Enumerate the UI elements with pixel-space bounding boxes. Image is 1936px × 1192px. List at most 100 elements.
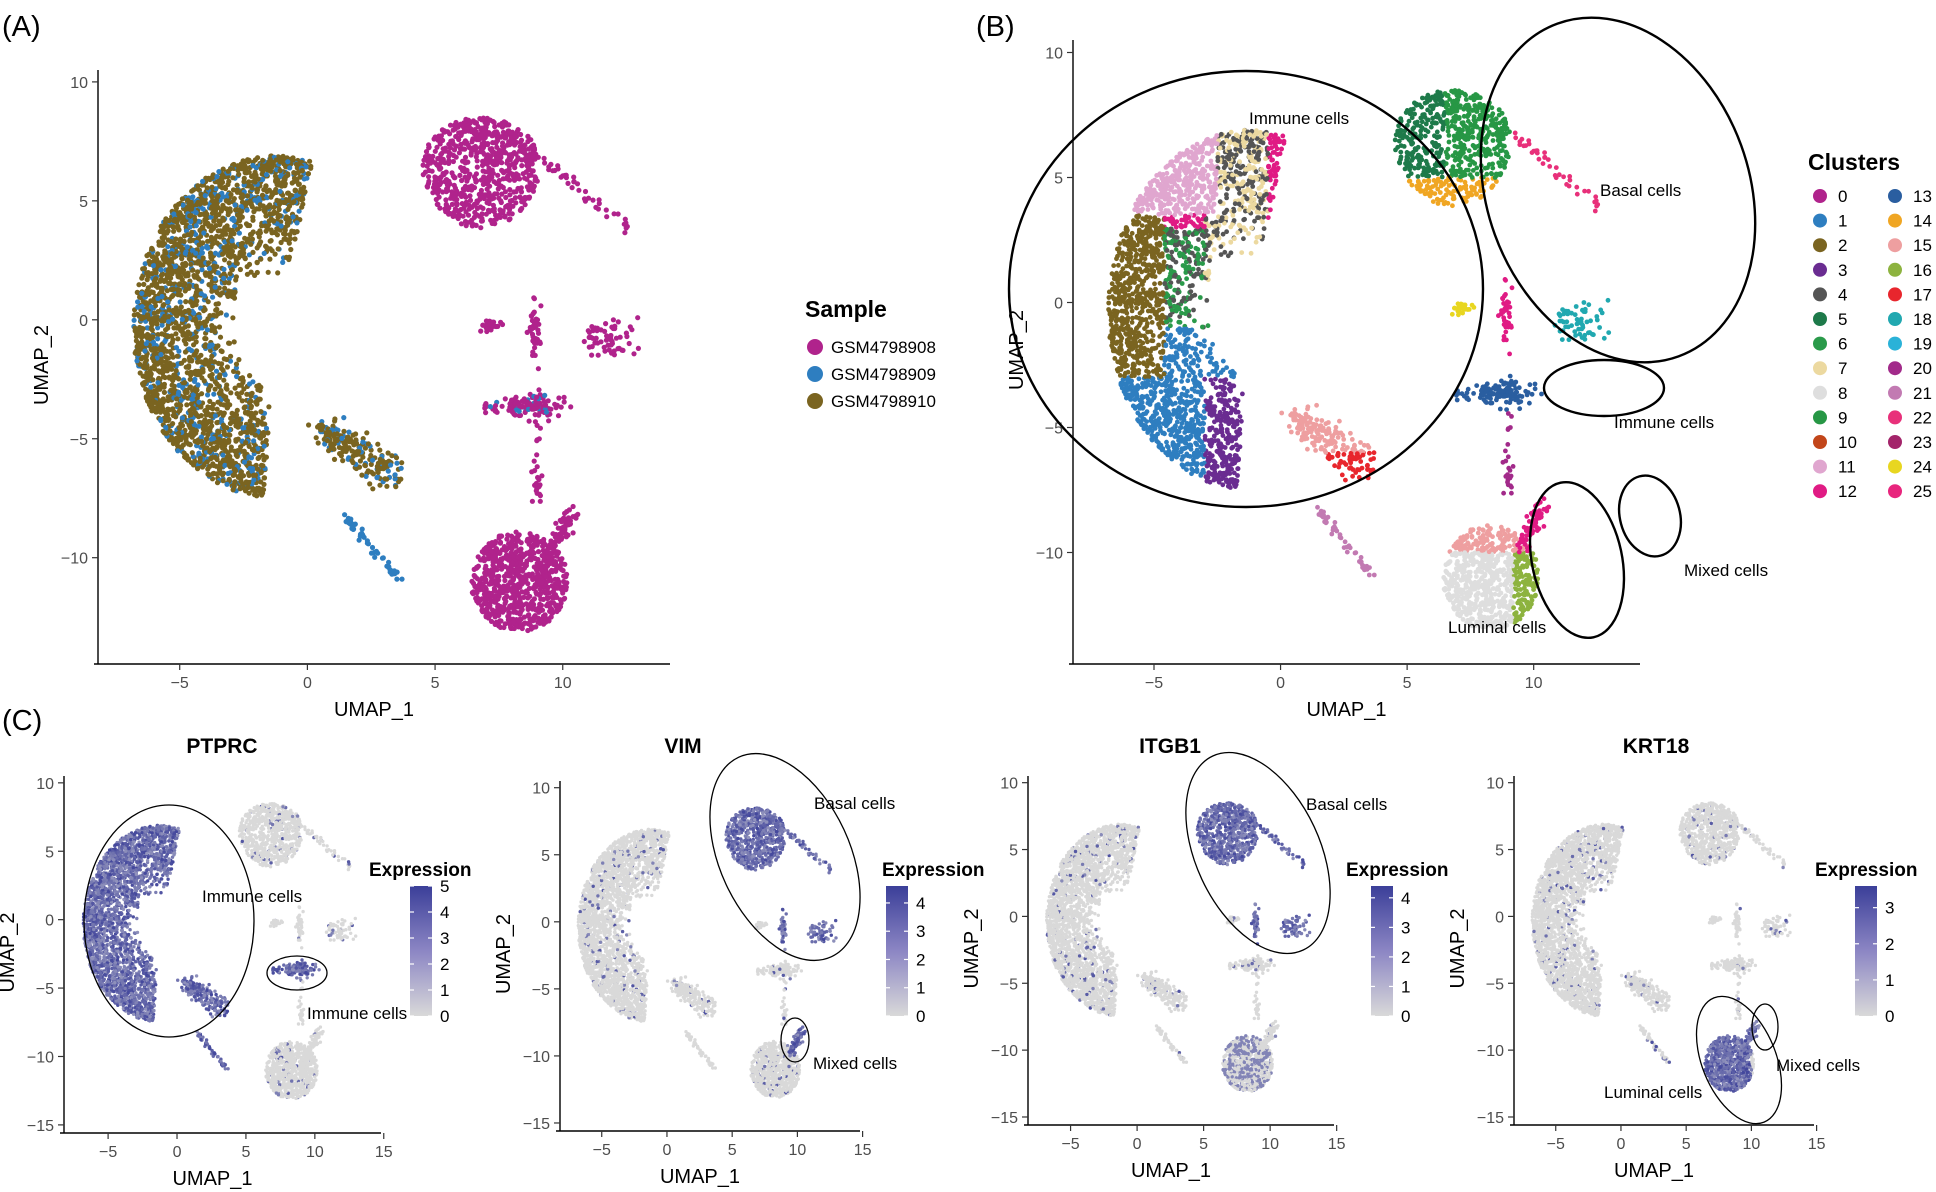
- cell-point: [384, 483, 390, 489]
- cell-point: [535, 366, 542, 372]
- cell-point: [220, 422, 227, 428]
- cell-point: [490, 555, 496, 561]
- cell-point: [247, 418, 253, 424]
- cell-point: [452, 206, 458, 212]
- cell-point: [257, 230, 263, 236]
- cell-point: [488, 153, 494, 159]
- cell-point: [459, 122, 465, 128]
- cell-point: [143, 341, 149, 347]
- cell-point: [261, 457, 267, 463]
- cell-point: [479, 596, 485, 602]
- cell-point: [563, 584, 569, 590]
- cell-point: [225, 252, 231, 258]
- cell-point: [226, 438, 232, 444]
- cell-point: [287, 236, 293, 242]
- cell-point: [153, 276, 159, 282]
- cell-point: [622, 216, 628, 222]
- cell-point: [243, 440, 249, 446]
- cell-point: [230, 175, 236, 181]
- cell-point: [222, 257, 228, 263]
- cell-point: [554, 608, 560, 615]
- cell-point: [515, 569, 521, 575]
- cell-point: [265, 430, 271, 436]
- cell-point: [232, 466, 238, 472]
- cell-point: [497, 207, 503, 213]
- cell-point: [635, 345, 642, 351]
- cell-point: [375, 465, 381, 471]
- cell-point: [239, 192, 245, 198]
- cell-point: [201, 308, 207, 314]
- cell-point: [260, 176, 266, 182]
- cell-point: [451, 175, 457, 181]
- cell-point: [501, 544, 508, 550]
- cell-point: [512, 609, 518, 615]
- cell-point: [179, 316, 185, 322]
- cell-point: [240, 158, 246, 164]
- cell-point: [277, 168, 283, 174]
- cell-point: [195, 258, 201, 264]
- cell-point: [284, 214, 290, 220]
- cell-point: [492, 124, 498, 130]
- cell-point: [297, 174, 303, 180]
- cell-point: [267, 238, 273, 244]
- cell-point: [179, 256, 185, 262]
- cell-point: [560, 567, 566, 574]
- cell-point: [207, 448, 213, 455]
- cell-point: [254, 485, 260, 491]
- cell-point: [503, 594, 509, 600]
- cell-point: [323, 430, 329, 436]
- cell-point: [198, 211, 205, 217]
- cell-point: [193, 210, 199, 216]
- cell-point: [479, 195, 485, 201]
- cell-point: [239, 166, 245, 172]
- cell-point: [214, 444, 220, 450]
- cell-point: [517, 597, 523, 604]
- cell-point: [218, 348, 224, 354]
- cell-point: [559, 530, 565, 536]
- cell-point: [142, 360, 148, 366]
- cell-point: [517, 610, 523, 616]
- cell-point: [209, 353, 215, 359]
- cell-point: [508, 550, 514, 556]
- cell-point: [471, 222, 477, 228]
- cell-point: [525, 161, 531, 167]
- cell-point: [134, 343, 140, 350]
- cell-point: [569, 185, 575, 191]
- cell-point: [511, 142, 518, 148]
- cell-point: [598, 339, 604, 345]
- cell-point: [216, 169, 222, 175]
- cell-point: [425, 181, 431, 187]
- cell-point: [203, 272, 209, 278]
- cell-point: [203, 407, 210, 413]
- cell-point: [487, 602, 493, 608]
- cell-point: [169, 287, 175, 293]
- cell-point: [611, 348, 617, 354]
- cell-point: [281, 236, 287, 242]
- cell-point: [334, 431, 340, 437]
- cell-point: [346, 429, 352, 435]
- cell-point: [622, 230, 628, 236]
- scatter-points: [131, 115, 642, 634]
- cell-point: [548, 161, 554, 167]
- cell-point: [174, 325, 180, 331]
- cell-point: [239, 398, 245, 404]
- cell-point: [469, 139, 475, 145]
- cell-point: [189, 426, 195, 432]
- cell-point: [220, 202, 226, 208]
- cell-point: [156, 346, 162, 352]
- cell-point: [543, 573, 549, 580]
- cell-point: [143, 386, 149, 392]
- cell-point: [231, 412, 237, 418]
- cell-point: [260, 157, 266, 163]
- cell-point: [518, 561, 524, 567]
- cell-point: [200, 206, 206, 212]
- cell-point: [272, 229, 278, 235]
- cell-point: [170, 292, 176, 298]
- cell-point: [558, 404, 564, 410]
- cell-point: [388, 462, 394, 468]
- cell-point: [536, 476, 542, 483]
- cell-point: [488, 147, 495, 154]
- cell-point: [200, 255, 206, 261]
- cell-point: [179, 196, 185, 202]
